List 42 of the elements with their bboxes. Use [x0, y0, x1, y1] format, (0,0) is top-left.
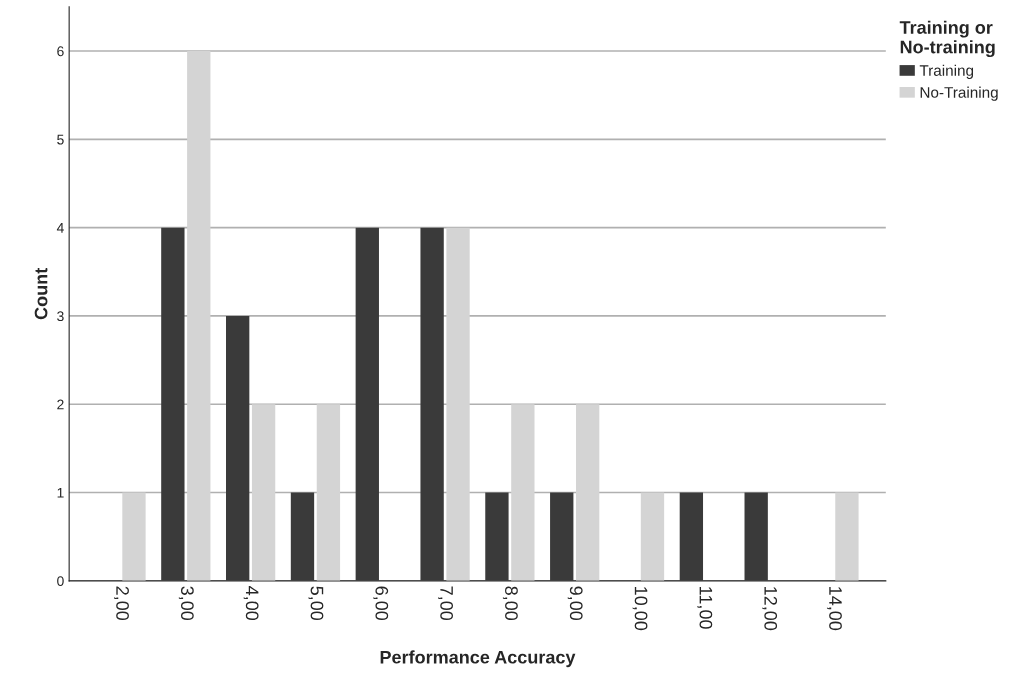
y-tick-label: 3 — [57, 311, 64, 322]
bar — [640, 492, 665, 581]
bar — [576, 404, 600, 581]
legend-label: Training — [919, 64, 974, 79]
bar — [251, 404, 276, 581]
x-tick-label: 7,00 — [438, 586, 454, 621]
y-tick-label: 5 — [57, 134, 64, 145]
x-axis-title: Performance Accuracy — [380, 650, 576, 668]
x-tick-label: 8,00 — [502, 586, 518, 621]
bar — [316, 404, 341, 581]
bar — [511, 404, 535, 581]
bar — [226, 315, 250, 581]
x-tick-label: 5,00 — [308, 586, 324, 621]
y-axis-title: Count — [34, 268, 48, 320]
x-tick-label: 11,00 — [697, 587, 713, 629]
bar — [355, 227, 379, 581]
y-tick-label: 1 — [57, 488, 64, 498]
x-tick-label: 4,00 — [243, 586, 259, 621]
x-tick-label: 14,00 — [826, 587, 842, 631]
bar — [679, 492, 704, 581]
legend-title: Training or No-training — [899, 20, 995, 58]
bar — [187, 51, 211, 581]
x-tick-label: 12,00 — [762, 587, 778, 631]
bar — [550, 492, 574, 581]
bar — [420, 227, 444, 581]
bar — [446, 227, 470, 581]
bar — [744, 492, 768, 581]
x-tick-label: 2,00 — [114, 586, 129, 621]
y-tick-label: 2 — [57, 399, 64, 410]
bar — [835, 492, 859, 581]
x-tick-label: 3,00 — [178, 586, 194, 621]
x-tick-label: 10,00 — [632, 587, 648, 631]
x-tick-label: 6,00 — [373, 586, 389, 621]
legend-label: No-Training — [920, 86, 998, 101]
y-tick-label: 4 — [56, 223, 64, 233]
bar — [485, 492, 509, 581]
bar — [161, 227, 185, 581]
y-tick-label: 6 — [57, 46, 64, 57]
y-tick-label: 0 — [57, 576, 64, 586]
bar — [290, 492, 315, 581]
bar — [122, 492, 146, 581]
x-tick-label: 9,00 — [567, 586, 583, 621]
